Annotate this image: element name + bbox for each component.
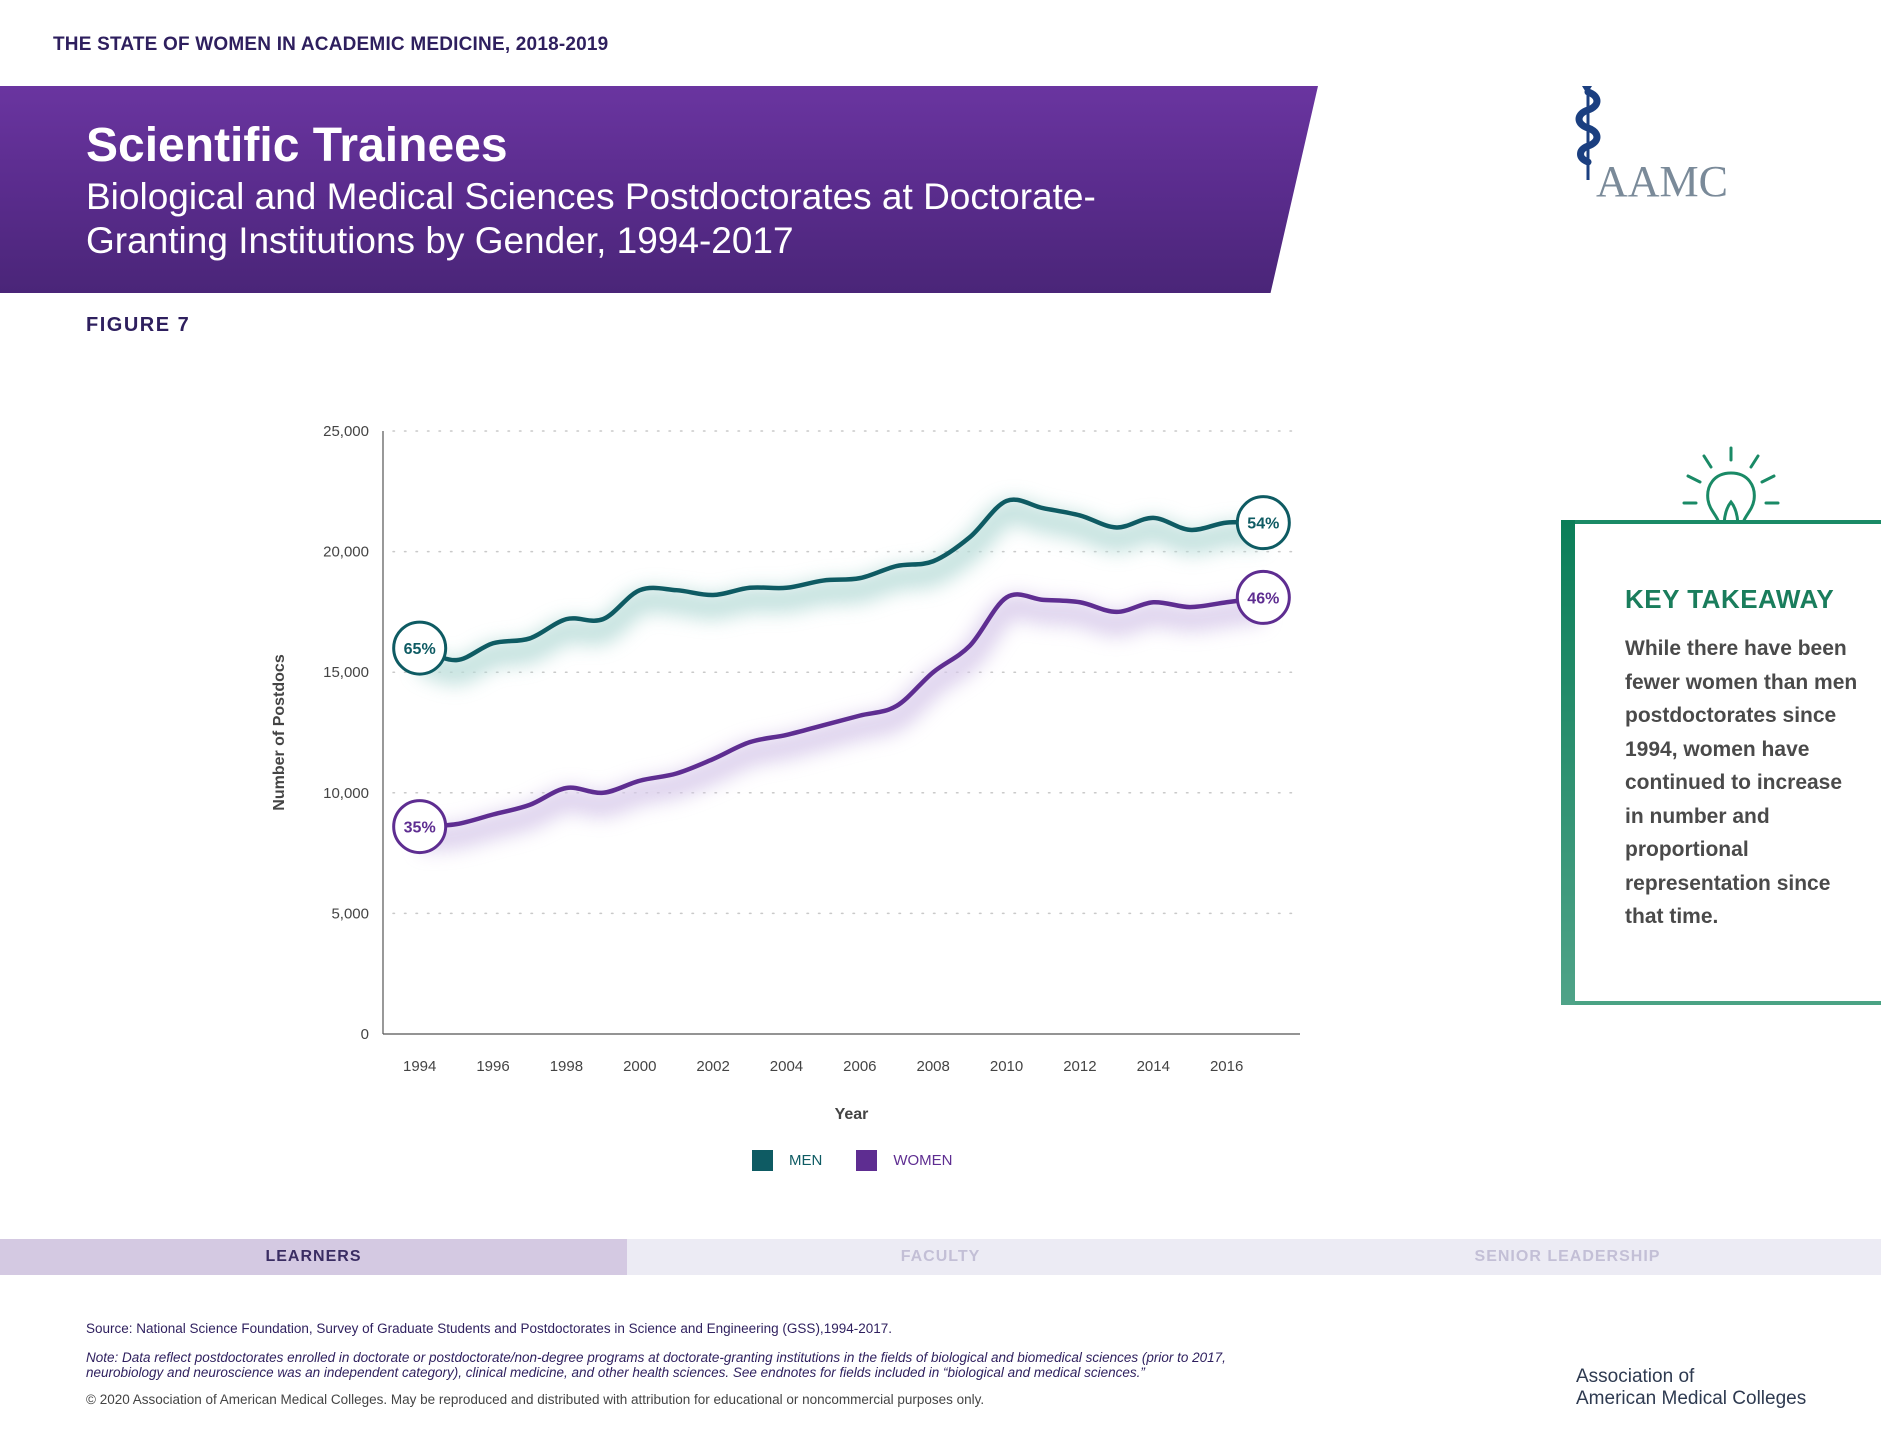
page-subtitle: Biological and Medical Sciences Postdoct… <box>86 176 1096 261</box>
data-label-men-start-circle <box>392 620 448 676</box>
key-takeaway-panel <box>1561 520 1881 1005</box>
data-label-women-end-circle <box>1235 569 1291 625</box>
logo-wordmark: AAMC <box>1596 157 1729 206</box>
series-lines <box>414 497 1266 852</box>
x-tick-label: 2002 <box>696 1058 729 1075</box>
series-shadow-men <box>414 498 1264 686</box>
x-tick-label: 2000 <box>623 1058 656 1075</box>
legend-item-men: MEN <box>752 1150 822 1171</box>
data-label-women-start-circle <box>392 799 448 855</box>
data-label-women-start: 35% <box>404 820 436 837</box>
x-axis-title: Year <box>835 1106 869 1123</box>
x-tick-label: 1994 <box>403 1058 436 1075</box>
key-takeaway-title: KEY TAKEAWAY <box>1625 584 1835 614</box>
copyright: © 2020 Association of American Medical C… <box>86 1392 985 1407</box>
x-tick-label: 2010 <box>990 1058 1023 1075</box>
series-line-men <box>417 497 1266 663</box>
legend-label-women: WOMEN <box>893 1152 953 1169</box>
y-tick-label: 10,000 <box>323 785 369 802</box>
key-takeaway-text: While there have been fewer women than m… <box>1625 637 1858 928</box>
grid-lines <box>392 430 1293 915</box>
x-tick-label: 2014 <box>1137 1058 1170 1075</box>
x-tick-label: 2006 <box>843 1058 876 1075</box>
report-title: THE STATE OF WOMEN IN ACADEMIC MEDICINE,… <box>53 34 609 55</box>
y-tick-label: 25,000 <box>323 423 369 440</box>
org-name-line2: American Medical Colleges <box>1576 1388 1807 1409</box>
series-line-women <box>417 592 1266 829</box>
legend-label-men: MEN <box>789 1152 823 1169</box>
line-chart: 0 5,000 10,000 15,000 20,000 25,000 1994 1996 19… <box>271 423 1300 1123</box>
org-name: Association of American Medical Colleges <box>1576 1366 1806 1410</box>
methodology-note: Note: Data reflect postdoctorates enroll… <box>86 1350 1226 1380</box>
caduceus-icon <box>1575 86 1601 180</box>
series-shadow-women <box>418 593 1266 852</box>
legend-item-women: WOMEN <box>856 1150 953 1171</box>
org-name-line1: Association of <box>1576 1366 1695 1387</box>
y-tick-label: 5,000 <box>331 905 369 922</box>
data-label-men-end-circle <box>1235 495 1291 551</box>
y-axis-title: Number of Postdocs <box>271 654 288 811</box>
tab-faculty[interactable]: FACULTY <box>627 1239 1254 1275</box>
section-nav: LEARNERS FACULTY SENIOR LEADERSHIP <box>0 1239 1881 1275</box>
x-tick-label: 2016 <box>1210 1058 1243 1075</box>
tab-senior-leadership[interactable]: SENIOR LEADERSHIP <box>1254 1239 1881 1275</box>
data-label-women-end: 46% <box>1247 590 1279 607</box>
x-tick-label: 2012 <box>1063 1058 1096 1075</box>
page-title: Scientific Trainees <box>86 119 508 172</box>
legend-swatch-men <box>752 1150 773 1171</box>
data-label-men-start: 65% <box>404 641 436 658</box>
legend-swatch-women <box>856 1150 878 1171</box>
x-tick-label: 2004 <box>770 1058 803 1075</box>
source-note: Source: National Science Foundation, Sur… <box>86 1321 892 1336</box>
chart-legend: MEN WOMEN <box>752 1150 987 1171</box>
data-labels: 65% 35% 54% 46% <box>392 495 1291 855</box>
x-tick-label: 1998 <box>550 1058 583 1075</box>
y-tick-label: 15,000 <box>323 664 369 681</box>
tab-learners[interactable]: LEARNERS <box>0 1239 627 1275</box>
x-tick-label: 2008 <box>917 1058 950 1075</box>
y-tick-label: 0 <box>361 1026 369 1043</box>
x-tick-label: 1996 <box>476 1058 509 1075</box>
y-tick-label: 20,000 <box>323 544 369 561</box>
figure-label: FIGURE 7 <box>86 314 191 336</box>
axes: 0 5,000 10,000 15,000 20,000 25,000 1994 1996 19… <box>271 423 1300 1123</box>
title-banner <box>0 86 1318 293</box>
data-label-men-end: 54% <box>1247 516 1279 533</box>
